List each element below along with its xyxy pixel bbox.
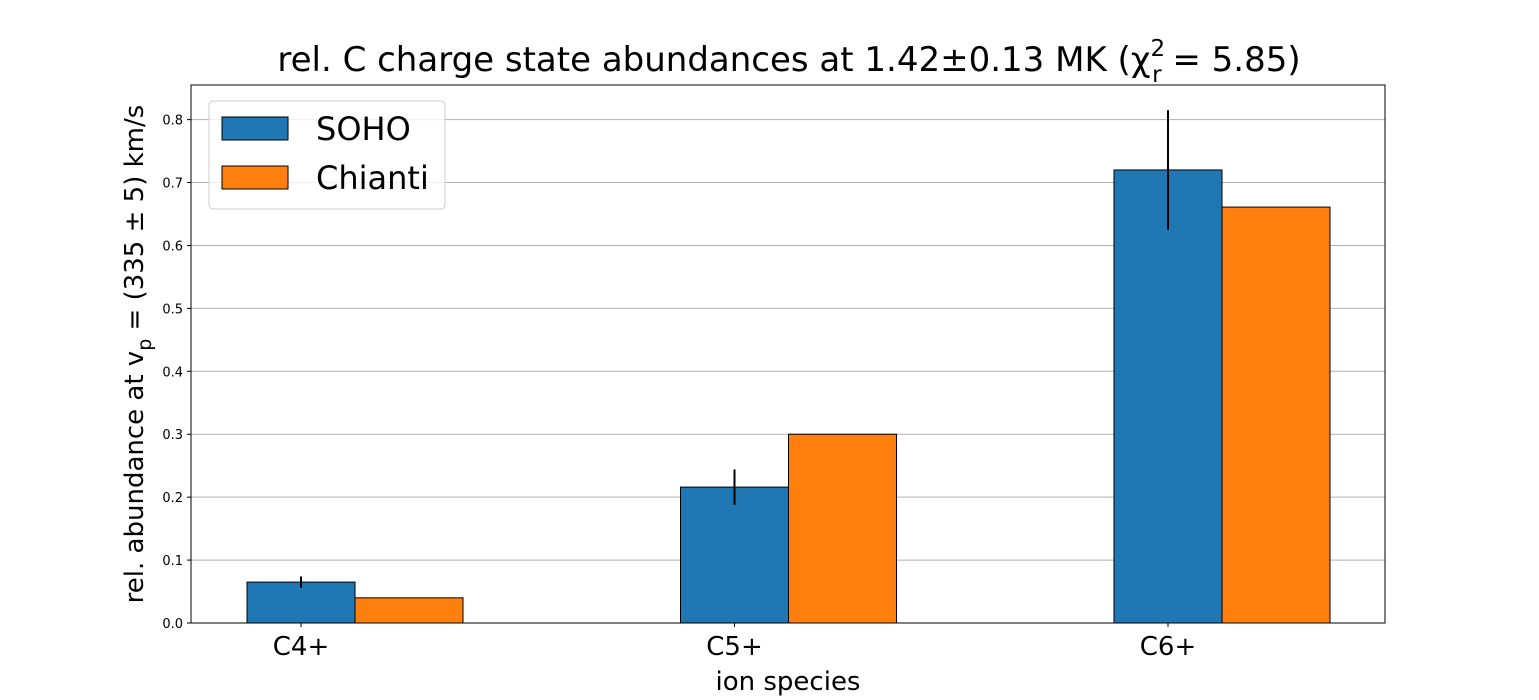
x-axis-label: ion species	[716, 667, 861, 697]
legend-label-soho: SOHO	[316, 110, 411, 148]
y-tick-label: 0.7	[162, 177, 183, 192]
x-tick-label: C4+	[273, 632, 329, 662]
y-axis: 0.0 0.1 0.2 0.3 0.4 0.5 0.6 0.7 0.8	[162, 114, 191, 632]
bar-soho-c6plus	[1113, 169, 1223, 624]
x-tick-label: C5+	[706, 632, 762, 662]
plot-frame	[190, 84, 1386, 624]
y-tick-label: 0.6	[162, 239, 183, 254]
y-tick-label: 0.0	[162, 617, 183, 632]
y-tick-label: 0.3	[162, 428, 183, 443]
grid	[191, 119, 1385, 624]
y-tick-label: 0.4	[162, 365, 183, 380]
bar-chianti-c6plus	[1221, 206, 1331, 624]
bar-chianti-c5plus	[788, 433, 897, 624]
y-tick-label: 0.2	[162, 491, 183, 506]
y-tick-label: 0.8	[162, 114, 183, 129]
bar-soho-c4plus	[246, 581, 356, 624]
x-axis: C4+ C5+ C6+	[273, 623, 1196, 662]
y-tick-label: 0.1	[162, 554, 183, 569]
bar-chianti-c4plus	[354, 597, 464, 624]
y-axis-label: rel. abundance at vp = (335 ± 5) km/s	[120, 105, 156, 604]
x-tick-label: C6+	[1140, 632, 1196, 662]
legend-swatch-chianti	[221, 165, 289, 190]
legend: SOHO Chianti	[208, 100, 446, 210]
legend-swatch-soho	[221, 116, 289, 141]
legend-label-chianti: Chianti	[316, 159, 429, 197]
y-tick-label: 0.5	[162, 302, 183, 317]
bar-soho-c5plus	[680, 486, 789, 624]
chart-title: rel. C charge state abundances at 1.42±0…	[277, 36, 1300, 88]
bars	[246, 110, 1331, 624]
